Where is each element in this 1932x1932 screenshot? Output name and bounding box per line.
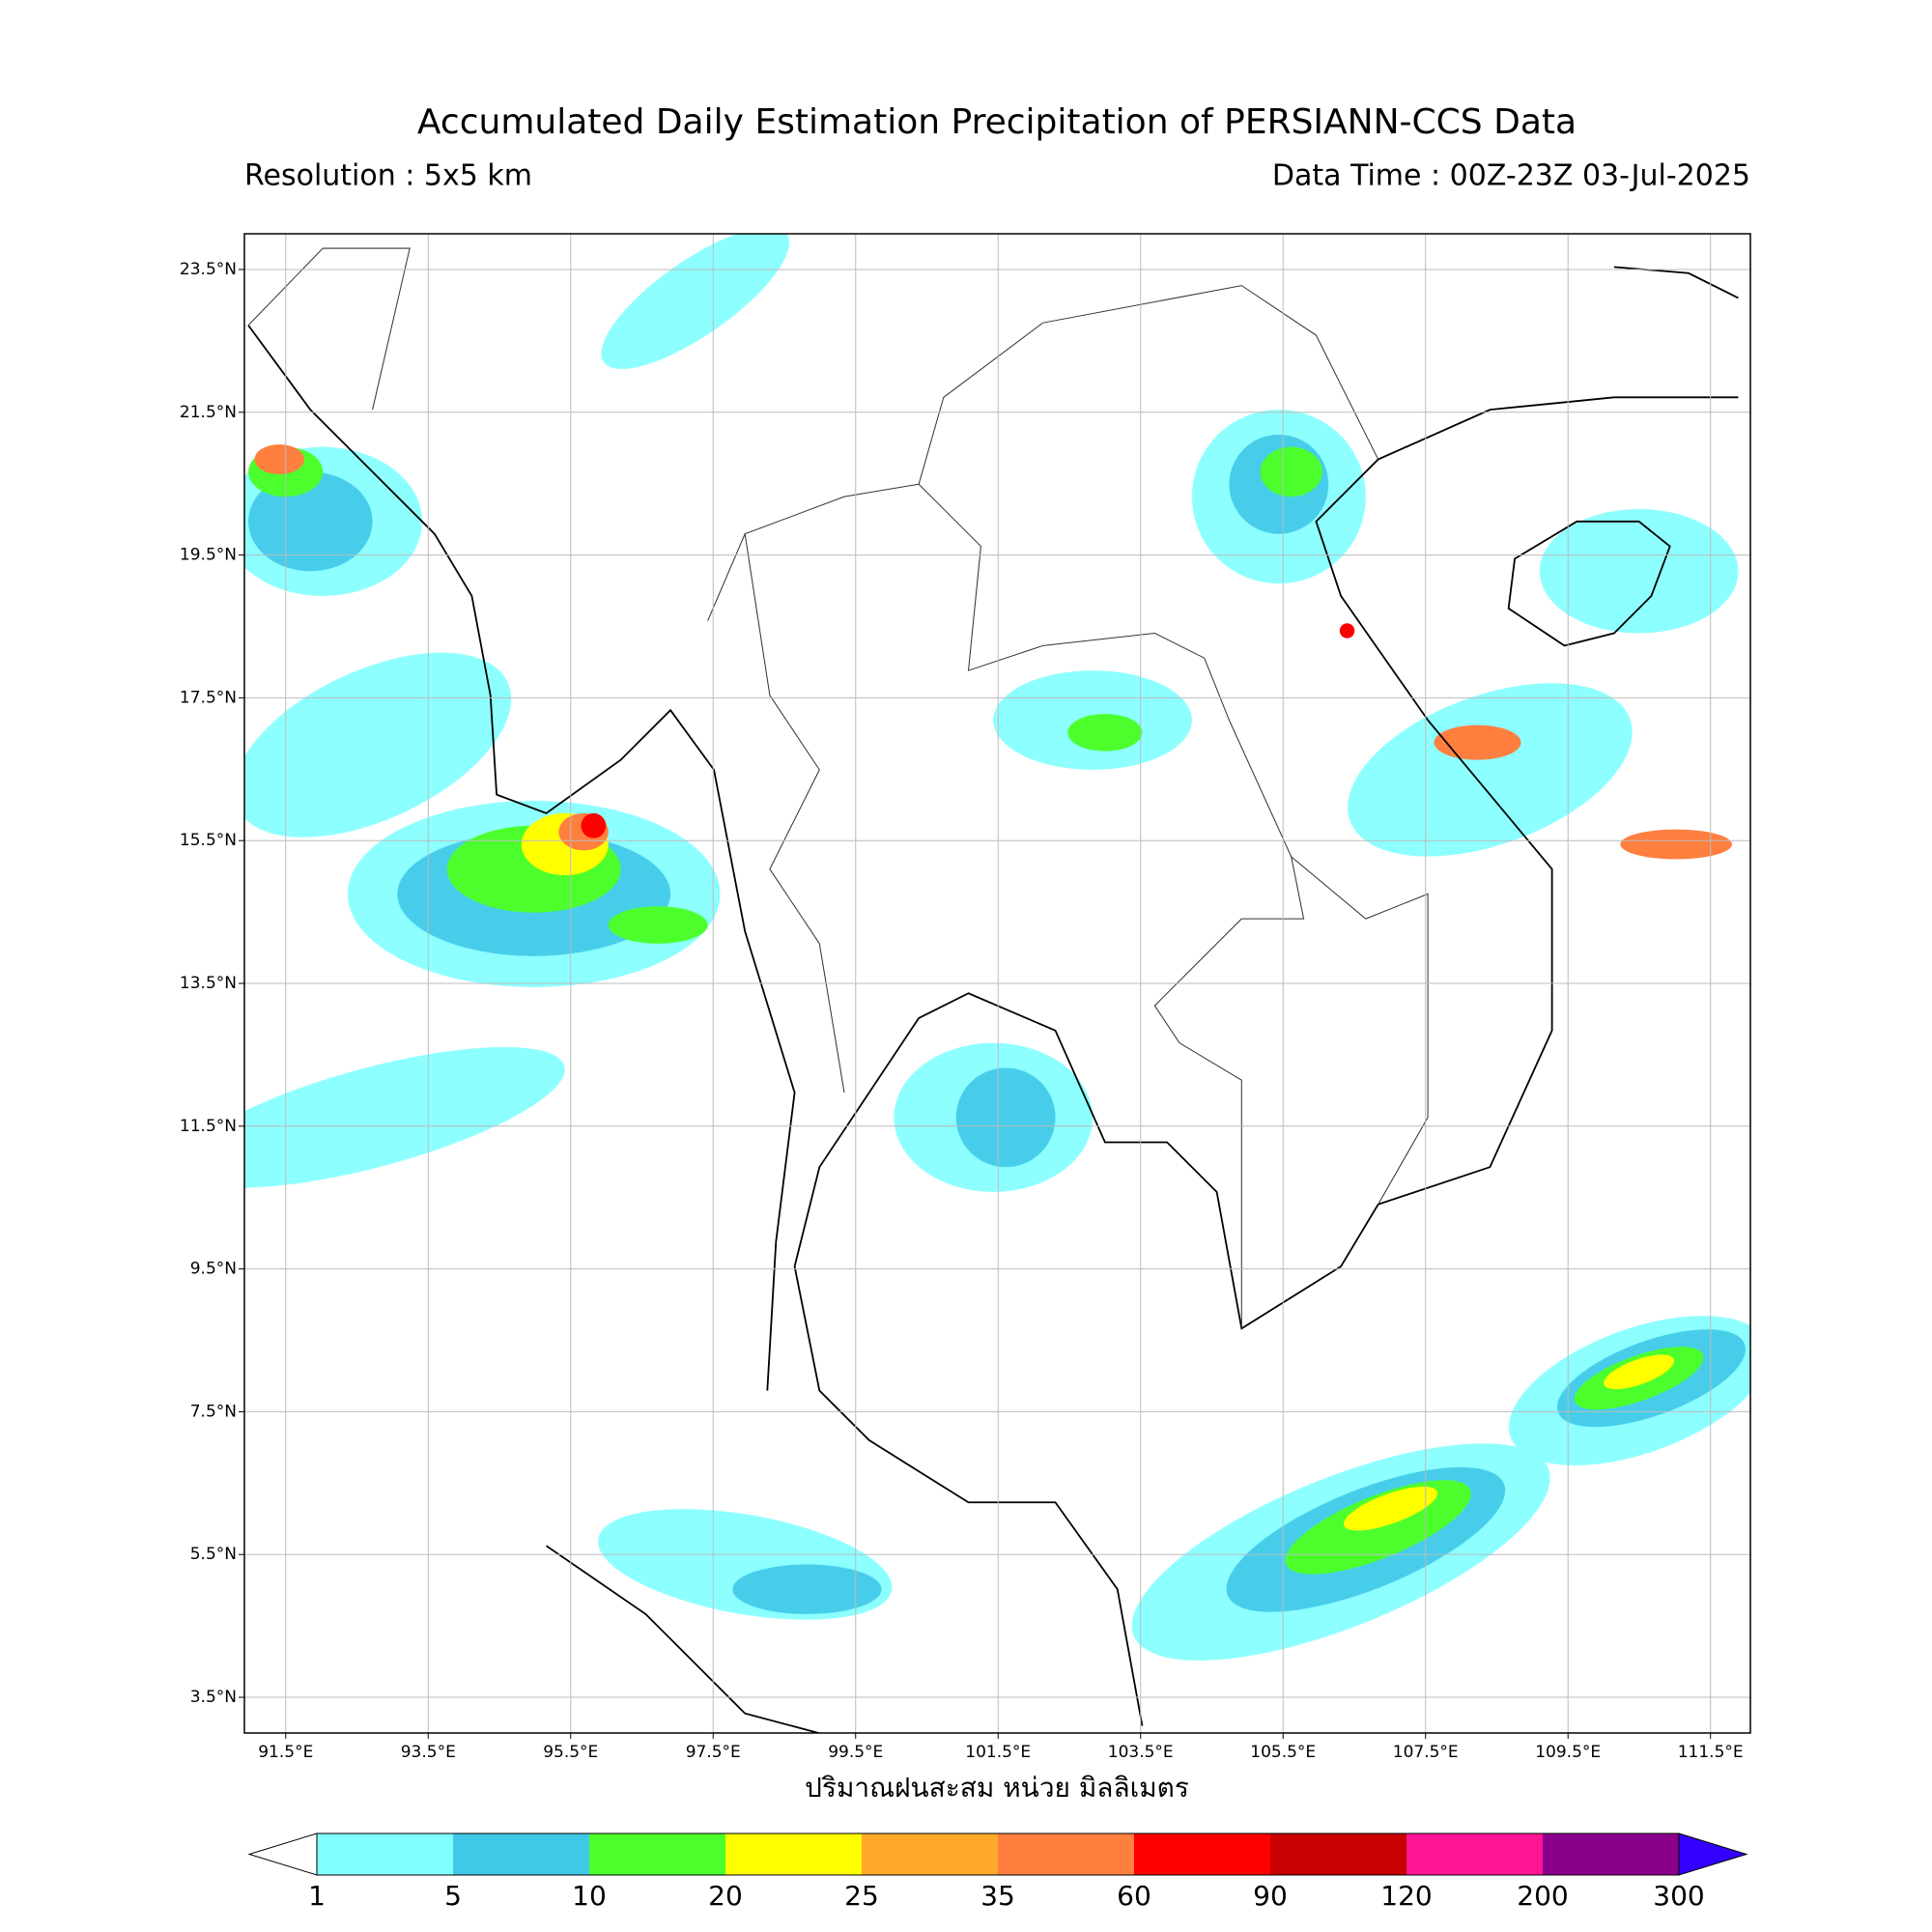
- x-tick-label: 99.5°E: [828, 1743, 883, 1762]
- rain-layer: [244, 234, 1750, 1733]
- x-tick-label: 111.5°E: [1678, 1743, 1744, 1762]
- x-tick-label: 105.5°E: [1250, 1743, 1316, 1762]
- colorbar-segment: [453, 1833, 589, 1875]
- colorbar-segment: [725, 1833, 862, 1875]
- colorbar-label: 10: [572, 1880, 607, 1912]
- y-tick-label: 19.5°N: [180, 546, 237, 565]
- x-tick-label: 107.5°E: [1393, 1743, 1459, 1762]
- colorbar-label: 60: [1117, 1880, 1151, 1912]
- y-tick-label: 23.5°N: [180, 260, 237, 279]
- colorbar-frame: [316, 1833, 1680, 1876]
- y-tick-label: 7.5°N: [190, 1402, 237, 1421]
- colorbar-label: 20: [708, 1880, 743, 1912]
- x-tick-label: 109.5°E: [1535, 1743, 1601, 1762]
- x-tick-label: 97.5°E: [686, 1743, 741, 1762]
- colorbar-segment: [1134, 1833, 1270, 1875]
- y-tick-label: 9.5°N: [190, 1260, 237, 1279]
- y-tick-label: 17.5°N: [180, 688, 237, 707]
- y-tick-label: 11.5°N: [180, 1117, 237, 1136]
- y-tick-label: 15.5°N: [180, 831, 237, 850]
- colorbar-label: 5: [444, 1880, 462, 1912]
- map-area: [244, 234, 1750, 1733]
- subtitle-left: Resolution : 5x5 km: [244, 159, 532, 193]
- y-tick-label: 3.5°N: [190, 1688, 237, 1707]
- subtitle-right: Data Time : 00Z-23Z 03-Jul-2025: [1272, 159, 1750, 193]
- x-tick-label: 91.5°E: [258, 1743, 313, 1762]
- colorbar-segment: [589, 1833, 725, 1875]
- colorbar-segment: [998, 1833, 1134, 1875]
- colorbar-label: 25: [844, 1880, 879, 1912]
- colorbar-segment: [862, 1833, 998, 1875]
- colorbar-label: 200: [1517, 1880, 1568, 1912]
- x-tick-label: 93.5°E: [401, 1743, 456, 1762]
- colorbar-label: 1: [308, 1880, 326, 1912]
- x-tick-label: 95.5°E: [543, 1743, 598, 1762]
- y-tick-label: 5.5°N: [190, 1545, 237, 1564]
- y-tick-label: 21.5°N: [180, 403, 237, 422]
- colorbar-label: 35: [980, 1880, 1015, 1912]
- coastline: [247, 266, 1739, 1733]
- x-tick-label: 101.5°E: [965, 1743, 1031, 1762]
- colorbar-segment: [1406, 1833, 1543, 1875]
- colorbar-label: 300: [1653, 1880, 1704, 1912]
- colorbar-label: 90: [1253, 1880, 1288, 1912]
- y-tick-label: 13.5°N: [180, 974, 237, 993]
- colorbar-segment: [1543, 1833, 1679, 1875]
- colorbar-label: 120: [1380, 1880, 1432, 1912]
- x-axis-label: ปริมาณฝนสะสม หน่วย มิลลิเมตร: [805, 1772, 1189, 1804]
- x-tick-label: 103.5°E: [1108, 1743, 1174, 1762]
- colorbar-segment: [317, 1833, 453, 1875]
- colorbar-segment: [1270, 1833, 1406, 1875]
- title: Accumulated Daily Estimation Precipitati…: [417, 102, 1577, 142]
